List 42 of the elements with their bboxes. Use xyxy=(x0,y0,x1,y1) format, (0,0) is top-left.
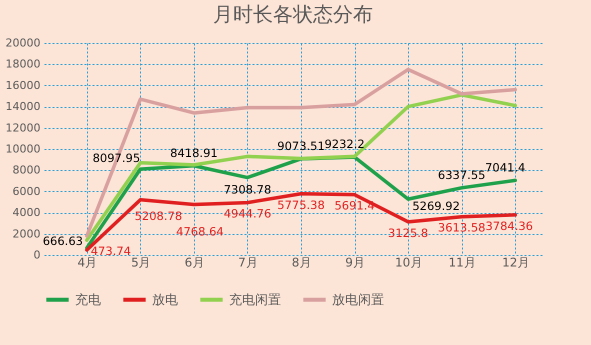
x-tick-label: 10月 xyxy=(394,256,422,270)
data-label: 7308.78 xyxy=(224,182,272,197)
y-tick-label: 14000 xyxy=(6,100,40,114)
data-label: 4944.76 xyxy=(224,206,272,221)
y-tick-label: 2000 xyxy=(12,227,40,240)
x-tick-label: 7月 xyxy=(238,256,258,270)
y-tick-label: 16000 xyxy=(6,78,40,92)
x-tick-label: 6月 xyxy=(184,256,204,270)
y-tick-label: 0 xyxy=(34,248,40,262)
x-tick-label: 4月 xyxy=(78,256,98,270)
data-label: 4768.64 xyxy=(176,224,224,238)
y-tick-label: 18000 xyxy=(6,58,40,71)
x-tick-label: 8月 xyxy=(292,256,312,270)
data-label: 9073.51 xyxy=(277,138,325,153)
data-label: 3613.58 xyxy=(438,220,486,235)
chart-title: 月时长各状态分布 xyxy=(213,2,373,26)
legend-label: 放电 xyxy=(152,292,178,308)
x-tick-label: 12月 xyxy=(502,256,530,270)
data-label: 3784.36 xyxy=(485,218,534,233)
y-tick-label: 8000 xyxy=(12,164,40,177)
data-label: 8097.95 xyxy=(92,151,140,166)
data-label: 9232.2 xyxy=(324,137,365,152)
data-label: 7041.4 xyxy=(485,160,526,174)
y-tick-label: 6000 xyxy=(12,184,40,198)
data-label: 5208.78 xyxy=(134,208,182,223)
legend-label: 充电 xyxy=(75,292,101,308)
y-tick-label: 4000 xyxy=(12,206,40,220)
x-tick-label: 5月 xyxy=(131,256,151,270)
y-tick-label: 12000 xyxy=(6,121,40,134)
x-tick-label: 11月 xyxy=(448,256,476,270)
data-label: 8418.91 xyxy=(170,146,218,160)
data-label: 473.74 xyxy=(90,244,131,258)
y-tick-label: 20000 xyxy=(6,36,40,50)
data-label: 5269.92 xyxy=(412,199,460,214)
data-label: 666.63 xyxy=(42,234,83,248)
legend-label: 放电闲置 xyxy=(332,292,384,308)
data-label: 3125.8 xyxy=(388,226,428,240)
legend-label: 充电闲置 xyxy=(229,292,281,308)
data-label: 5775.38 xyxy=(277,198,325,212)
x-tick-label: 9月 xyxy=(345,256,365,270)
y-tick-label: 10000 xyxy=(6,142,40,156)
data-label: 6337.55 xyxy=(438,168,486,182)
